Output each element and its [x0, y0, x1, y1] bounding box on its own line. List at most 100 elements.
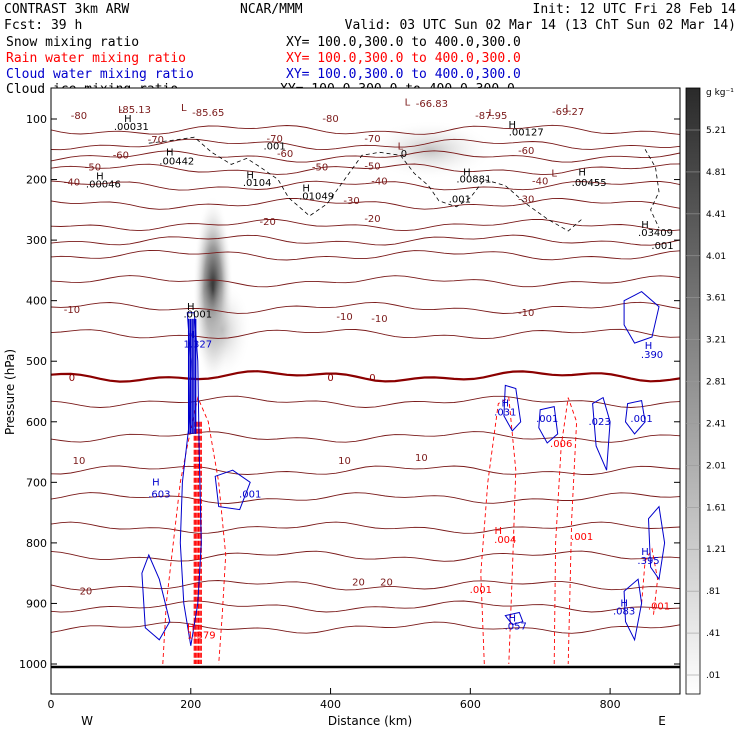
cloud-water-contour	[538, 405, 559, 444]
contour-value-label: -50	[312, 162, 328, 173]
temperature-contour-line	[51, 521, 680, 534]
contour-value-label: -70	[364, 134, 380, 145]
contour-value-label: -40	[371, 176, 387, 187]
field-label-rain: Rain water mixing ratio	[6, 51, 186, 66]
extremum-marker: H	[96, 172, 104, 183]
extremum-value-label: .603	[148, 489, 170, 500]
cloud-water-contour	[504, 611, 524, 626]
extremum-value-label: .00455	[572, 178, 607, 189]
colorbar: g kg⁻¹ 5.21 4.81 4.41 4.01 3.61 3.21 2.81 2.41 2…	[685, 87, 734, 695]
contour-value-label: -50	[85, 162, 101, 173]
rain-contour	[480, 396, 517, 665]
field-label-snow: Snow mixing ratio	[6, 35, 139, 50]
extremum-marker: H	[620, 598, 628, 609]
y-tick-label: 800	[26, 537, 47, 550]
plot-content: -85.13 -85.65 -66.83 -87.95 -69.27 -80 -80 -70 -…	[51, 98, 680, 669]
extremum-marker: H	[246, 170, 254, 181]
colorbar-tick-label: 2.81	[706, 378, 726, 388]
rain-contour	[641, 547, 659, 616]
temperature-contour-line	[51, 301, 680, 314]
contour-value-label: 10	[338, 456, 351, 467]
x-axis-label: Distance (km)	[328, 714, 412, 728]
cloud-water-contour	[623, 578, 643, 642]
y-tick-label: 400	[26, 295, 47, 308]
extremum-value-label: 0	[401, 149, 407, 160]
forecast-hour: Fcst: 39 h	[4, 18, 82, 33]
temperature-contour-line	[51, 197, 680, 210]
extremum-value-label: .006	[550, 439, 572, 450]
x-tick-label: 600	[460, 698, 481, 711]
temperature-contour-line	[51, 328, 680, 340]
x-tick-label: 800	[600, 698, 621, 711]
cloud-water-contours	[141, 290, 666, 646]
extremum-marker: H	[641, 220, 649, 231]
x-end-label-west: W	[81, 714, 93, 728]
colorbar-tick-label: .41	[706, 629, 720, 639]
colorbar-unit: g kg⁻¹	[706, 88, 734, 98]
extremum-value-label: .00031	[114, 122, 149, 133]
temperature-contour-line	[51, 163, 680, 176]
colorbar-tick-label: .81	[706, 587, 720, 597]
extremum-marker: L	[565, 104, 571, 115]
contour-value-label: -10	[518, 308, 534, 319]
extremum-marker: H	[463, 167, 471, 178]
cloud-water-contour	[592, 396, 611, 471]
extremum-marker: H	[166, 147, 174, 158]
temperature-contour-line	[51, 234, 680, 246]
extremum-value-label: .001	[264, 141, 286, 152]
y-axis-label: Pressure (hPa)	[3, 349, 17, 435]
field-xy-cloud-water: XY= 100.0,300.0 to 400.0,300.0	[286, 67, 521, 82]
field-label-cloud-water: Cloud water mixing ratio	[6, 67, 194, 82]
contour-value-label: -50	[364, 161, 380, 172]
contour-value-label: -30	[518, 195, 534, 206]
init-time: Init: 12 UTC Fri 28 Feb 14	[533, 2, 737, 17]
x-tick-label: 200	[180, 698, 201, 711]
temperature-contour-line	[51, 492, 680, 504]
contour-value-label: 0	[327, 373, 333, 384]
colorbar-ticks: 5.21 4.81 4.41 4.01 3.61 3.21 2.81 2.41 2.01 1.61…	[686, 126, 726, 681]
contour-value-label: 0	[69, 373, 75, 384]
rain-contour	[162, 396, 227, 665]
temperature-contours	[51, 124, 680, 634]
extremum-value-label: .001	[449, 195, 471, 206]
colorbar-tick-label: .01	[706, 671, 720, 681]
contour-value-label: -87.95	[475, 111, 507, 122]
temperature-contour-line	[51, 124, 680, 135]
extremum-value-label: .00046	[86, 179, 121, 190]
extremum-marker: H	[645, 341, 653, 352]
cloud-ice-contour	[148, 136, 583, 232]
extremum-marker: L	[118, 105, 124, 116]
y-tick-label: 500	[26, 355, 47, 368]
contour-value-label: -80	[71, 111, 87, 122]
contour-value-label: 20	[380, 577, 393, 588]
extremum-value-label: .031	[494, 408, 516, 419]
cloud-water-contour	[624, 400, 646, 435]
extremum-value-label: 1.379	[187, 631, 216, 642]
extremum-marker: L	[405, 98, 411, 109]
temperature-contour-line	[51, 275, 680, 288]
rain-contour	[553, 397, 578, 665]
contour-value-label: -10	[64, 305, 80, 316]
contour-value-label: -70	[266, 134, 282, 145]
extremum-value-label: .001	[651, 241, 673, 252]
extremum-value-label: 1.327	[183, 339, 212, 350]
extremum-value-label: .390	[641, 350, 663, 361]
contour-value-label: -70	[148, 135, 164, 146]
extremum-value-label: .0001	[183, 310, 212, 321]
colorbar-tick-label: 4.01	[706, 252, 726, 262]
extremum-value-label: .023	[588, 417, 610, 428]
extremum-value-label: .001	[571, 532, 593, 543]
cloud-water-contour	[141, 553, 171, 641]
model-title: CONTRAST 3km ARW	[4, 2, 129, 17]
colorbar-tick-label: 5.21	[706, 126, 726, 136]
extremum-value-label: .001	[630, 414, 652, 425]
snow-shading-lower	[192, 280, 252, 380]
temperature-contour-line	[51, 580, 680, 591]
temperature-contour-line	[51, 550, 680, 562]
extremum-value-label: .001	[239, 489, 261, 500]
colorbar-tick-label: 1.21	[706, 545, 726, 555]
extremum-value-label: .03409	[638, 228, 673, 239]
extremum-marker: H	[495, 526, 503, 537]
x-tick-label: 400	[320, 698, 341, 711]
